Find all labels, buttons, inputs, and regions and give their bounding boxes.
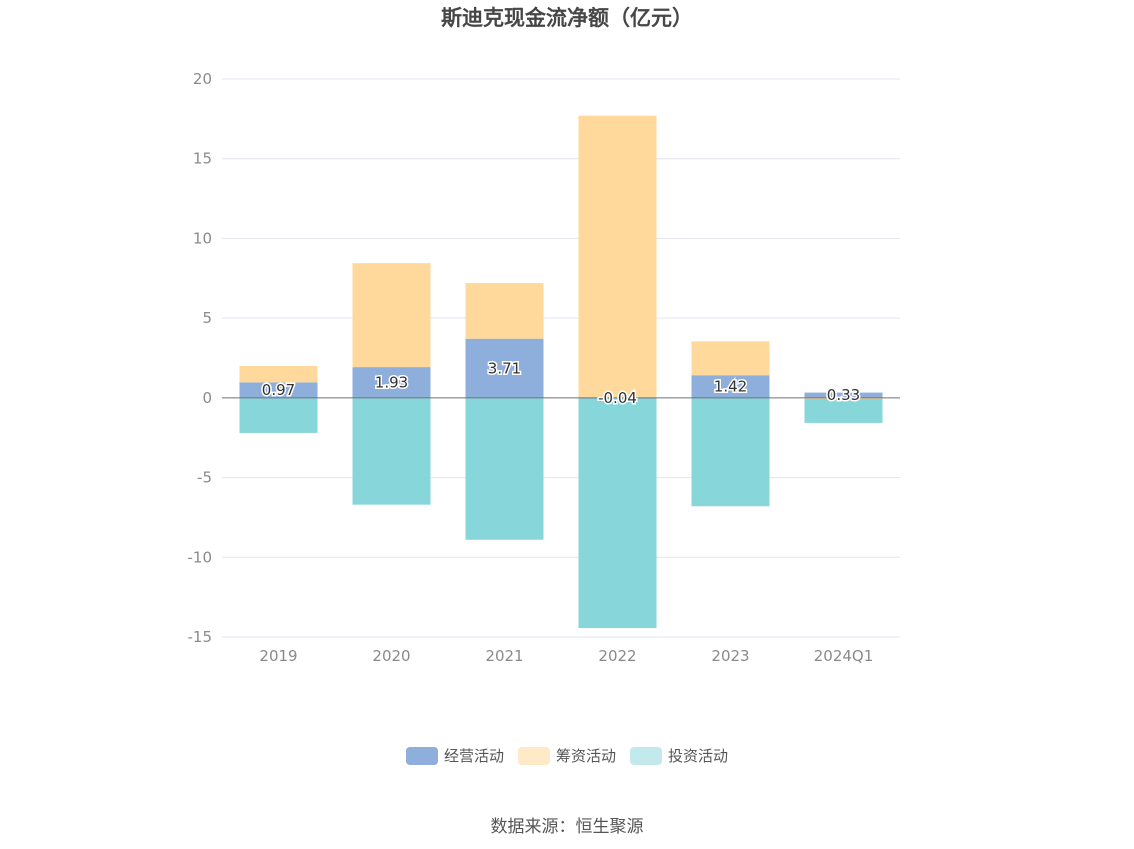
y-axis: 20 15 10 5 0 -5 -10 -15: [188, 70, 213, 646]
bar-0-2024Q1[interactable]: [804, 392, 883, 398]
bar-2-2024Q1[interactable]: [804, 398, 883, 423]
bar-0-2023[interactable]: [691, 375, 770, 398]
bar-2-2023[interactable]: [691, 397, 770, 507]
bar-1-2021[interactable]: [465, 283, 544, 339]
data-label-operating: 3.71: [488, 359, 521, 377]
y-tick-label: 0: [202, 389, 212, 407]
data-label-operating: -0.04: [598, 389, 637, 407]
legend-swatch-operating: [405, 746, 438, 765]
bar-0-2019[interactable]: [239, 382, 318, 398]
x-axis: 2019 2020 2021 2022 2023 2024Q1: [222, 636, 900, 665]
y-tick-label: -15: [188, 628, 213, 646]
x-tick-label: 2019: [259, 647, 297, 665]
bar-0-2020[interactable]: [352, 367, 431, 398]
bar-1-2024Q1[interactable]: [804, 397, 883, 399]
data-label-operating: 0.33: [827, 386, 860, 404]
source-note: 数据来源：恒生聚源: [490, 817, 644, 837]
x-tick-label: 2024Q1: [814, 647, 874, 665]
bar-0-2021[interactable]: [465, 338, 544, 398]
legend-label-operating: 经营活动: [443, 747, 504, 765]
bar-1-2023[interactable]: [691, 341, 770, 376]
y-tick-label: 15: [193, 150, 212, 168]
x-tick-label: 2023: [711, 647, 749, 665]
x-tick-label: 2021: [485, 647, 523, 665]
bar-1-2019[interactable]: [239, 365, 318, 383]
legend-label-investing: 投资活动: [668, 747, 729, 765]
y-tick-label: 20: [193, 70, 212, 88]
data-labels: 0.97 1.93 3.71 -0.04 1.42 0.33: [260, 358, 861, 409]
y-tick-label: -5: [197, 469, 212, 487]
data-label-operating: 1.42: [714, 378, 747, 396]
bar-1-2020[interactable]: [352, 263, 431, 368]
bars: [239, 115, 883, 629]
data-label-operating: 0.97: [262, 381, 295, 399]
legend-item-financing[interactable]: 筹资活动: [517, 745, 616, 766]
legend-swatch-investing: [630, 746, 662, 765]
grid-lines: [222, 78, 900, 638]
legend-label-financing: 筹资活动: [555, 747, 616, 765]
y-tick-label: 10: [193, 229, 212, 247]
bar-2-2021[interactable]: [465, 397, 544, 540]
bar-1-2022[interactable]: [578, 115, 657, 398]
chart-title: 斯迪克现金流净额（亿元）: [441, 6, 693, 30]
x-tick-label: 2022: [598, 647, 636, 665]
legend: 经营活动 筹资活动 投资活动: [0, 745, 1134, 766]
x-tick-label: 2020: [372, 647, 410, 665]
legend-item-investing[interactable]: 投资活动: [630, 745, 728, 766]
data-label-operating: 1.93: [375, 373, 408, 391]
bar-2-2019[interactable]: [239, 397, 318, 433]
bar-2-2022[interactable]: [578, 398, 657, 629]
y-tick-label: 5: [202, 309, 212, 327]
legend-swatch-financing: [517, 746, 550, 765]
y-tick-label: -10: [188, 548, 213, 566]
bar-2-2020[interactable]: [352, 397, 431, 505]
legend-item-operating[interactable]: 经营活动: [405, 745, 504, 766]
